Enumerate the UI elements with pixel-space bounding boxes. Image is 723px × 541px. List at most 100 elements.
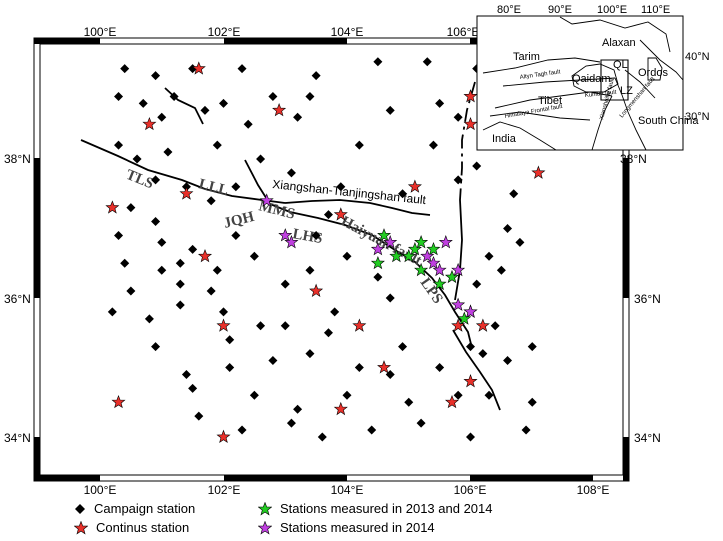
station-2014-marker [284,235,299,249]
continuous-station-marker [407,179,422,193]
campaign-station-marker [404,397,414,407]
station-2014-marker [383,235,398,249]
campaign-station-marker [206,286,216,296]
campaign-station-marker [453,112,463,122]
campaign-station-marker [373,272,383,282]
campaign-station-marker [323,210,333,220]
continuous-station-marker [216,429,231,444]
xiangshan-tianjingshan-fault [284,199,431,216]
inset-lat-label-0: 40°N [685,51,710,63]
campaign-station-marker [237,425,247,435]
station-2014-marker [463,304,478,318]
inset-lon-label-2: 100°E [597,4,627,16]
legend-both-years: Stations measured in 2013 and 2014 [258,501,493,516]
north-fault-segment [164,87,204,125]
fault-label-lll: LLL [197,176,230,199]
haiyuan-fault-extension [452,329,501,411]
campaign-station-marker [484,390,494,400]
campaign-station-marker [342,390,352,400]
lat-right-label-0: 34°N [634,431,661,445]
lat-left-label-0: 34°N [4,431,31,445]
campaign-station-marker [293,112,303,122]
lon-bottom-label-1: 102°E [208,483,241,497]
campaign-station-marker [157,265,167,275]
station-2014-marker [370,241,385,256]
legend-both-years-label: Stations measured in 2013 and 2014 [280,501,493,516]
legend-campaign-label: Campaign station [94,501,196,516]
campaign-station-marker [249,390,259,400]
inset-region-qaidam: Qaidam [572,73,611,85]
campaign-station-marker [175,258,185,268]
fault-label-jqh: JQH [222,209,256,232]
lon-top-label-0: 100°E [84,25,117,39]
campaign-station-marker [527,397,537,407]
lat-left-label-1: 36°N [4,292,31,306]
campaign-station-marker [367,425,377,435]
station-2014-marker [278,228,293,242]
inset-lon-label-0: 80°E [497,4,521,16]
continuous-station-marker [463,89,478,103]
campaign-station-marker [126,203,136,213]
inset-region-south-china: South China [638,115,699,127]
lon-top-label-3: 106°E [447,25,480,39]
continuous-station-marker [111,394,126,409]
lat-right-label-1: 36°N [634,292,661,306]
purple-star-icon [258,520,272,535]
campaign-station-marker [435,98,445,108]
station-2013-2014-marker [432,276,447,291]
stations-2014 [259,193,478,318]
campaign-station-marker [280,279,290,289]
campaign-station-marker [163,147,173,157]
lat-right-label-2: 38°N [620,152,647,166]
lon-top-label-2: 104°E [331,25,364,39]
campaign-station-marker [144,314,154,324]
campaign-station-marker [231,230,241,240]
campaign-station-marker [286,168,296,178]
continuous-station-marker [142,116,157,131]
east-fault [459,81,476,201]
fault-label-lps: LPS [417,275,446,307]
campaign-station-marker [428,140,438,150]
inset-fault-altyn-tagh: Altyn Tagh fault [519,69,561,81]
red-star-icon [74,520,88,535]
campaign-station-marker [305,91,315,101]
campaign-station-marker [114,140,124,150]
lon-bottom-label-3: 106°E [454,483,487,497]
longitude-top-labels: 100°E 102°E 104°E 106°E [84,25,480,39]
campaign-station-marker [120,64,130,74]
green-star-icon [258,501,272,516]
campaign-station-marker [527,342,537,352]
campaign-station-marker [107,307,117,317]
station-2013-2014-marker [414,235,429,249]
inset-lon-label-3: 110°E [641,4,670,16]
campaign-station-marker [237,64,247,74]
east-fault-lower [454,199,463,301]
campaign-station-marker [181,369,191,379]
campaign-station-marker [453,390,463,400]
campaign-station-marker [231,182,241,192]
continuous-station-marker [451,318,466,332]
campaign-station-marker [268,91,278,101]
inset-region-india: India [492,133,517,145]
campaign-station-marker [478,349,488,359]
continuous-station-marker [475,318,490,332]
campaign-station-marker [188,383,198,393]
campaign-station-marker [342,251,352,261]
campaign-station-marker [472,279,482,289]
station-2013-2014-marker [444,269,460,284]
campaign-station-marker [484,251,494,261]
campaign-station-marker [373,57,383,67]
lon-top-label-1: 102°E [208,25,241,39]
campaign-station-marker [169,91,179,101]
station-2014-marker [426,255,441,270]
inset-map: 80°E 90°E 100°E 110°E 40°N 30°N Tarim Al… [476,4,710,151]
latitude-right-labels: 34°N 36°N 38°N [620,152,661,445]
campaign-station-marker [521,425,531,435]
campaign-station-marker [138,98,148,108]
campaign-station-marker [286,418,296,428]
campaign-station-marker [385,105,395,115]
campaign-station-marker [175,300,185,310]
station-2013-2014-marker [389,248,404,263]
campaign-station-marker [249,251,259,261]
